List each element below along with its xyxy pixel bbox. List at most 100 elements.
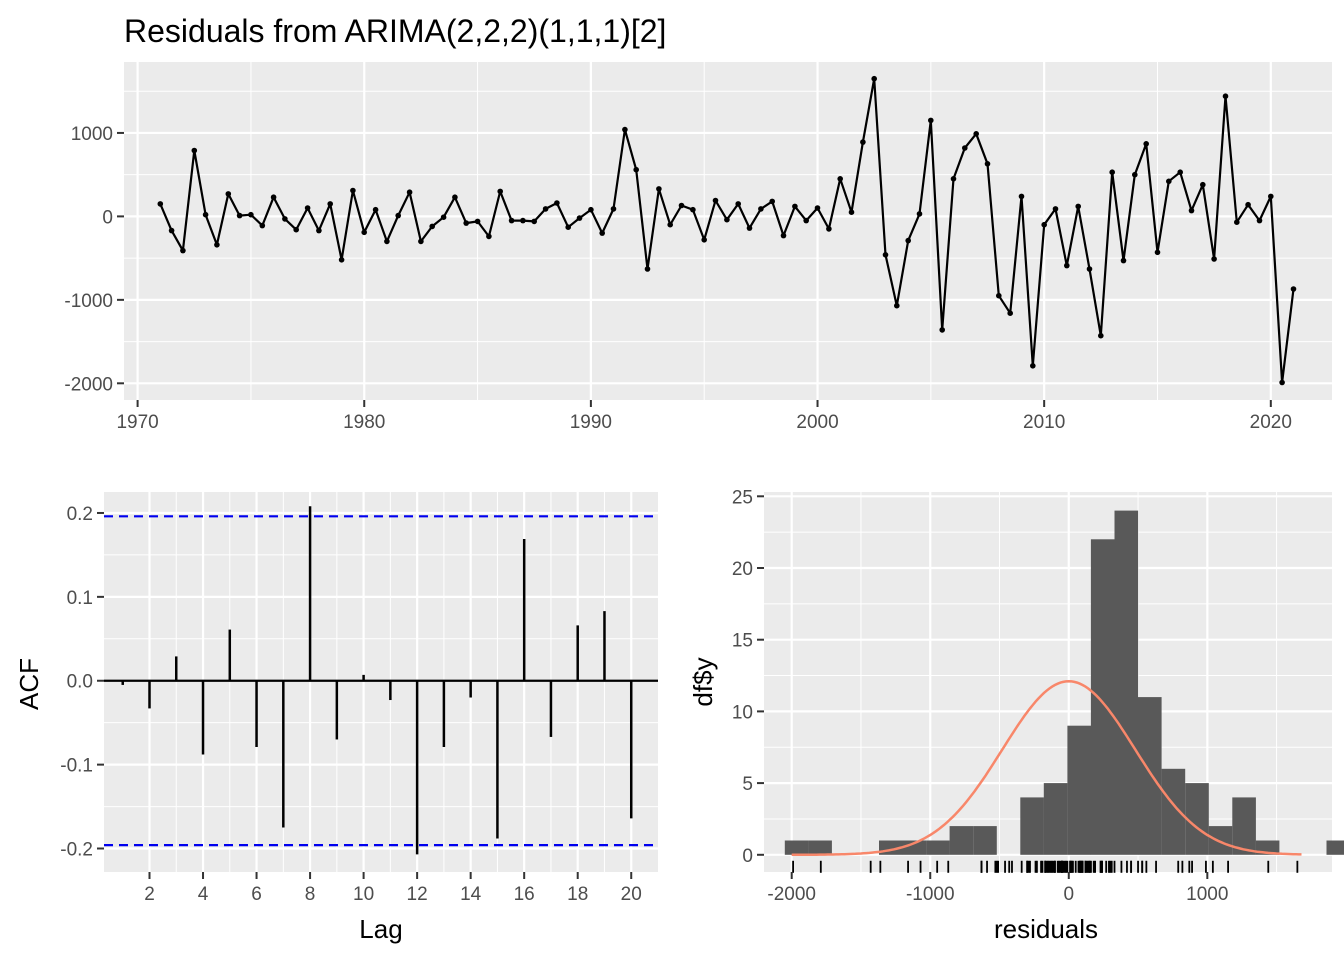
y-tick-label: -2000: [64, 374, 113, 395]
data-point: [792, 203, 798, 210]
data-point: [735, 201, 741, 207]
histogram-bar: [1067, 725, 1091, 855]
data-point: [860, 139, 866, 145]
data-point: [214, 242, 220, 248]
histogram-bars: [784, 510, 1344, 855]
residuals-histogram-panel: -2000 -1000 0 1000 0 5 10 15 20 25 residuals df$…: [688, 487, 1344, 944]
data-point: [950, 176, 957, 182]
acf-bars: [104, 506, 658, 855]
chart-title: Residuals from ARIMA(2,2,2)(1,1,1)[2]: [124, 13, 666, 49]
data-point: [1279, 379, 1285, 386]
data-point: [236, 212, 243, 219]
data-point: [520, 217, 526, 224]
histogram-bar: [1161, 768, 1186, 855]
data-point: [746, 225, 753, 231]
data-point: [724, 216, 730, 223]
y-axis-ticks: 0 5 10 15 20 25: [732, 487, 764, 867]
panel-background: [124, 62, 1332, 400]
acf-panel: 2 4 6 8 10 12 14 16 18 20 -0.2 -0.1 0.0 0.1 0.2 Lag A…: [14, 492, 658, 944]
data-point: [497, 188, 504, 195]
x-axis-title: Lag: [359, 914, 402, 944]
data-point: [803, 217, 809, 224]
data-point: [384, 238, 390, 245]
histogram-bar: [949, 826, 974, 855]
x-tick-label: -1000: [906, 884, 955, 905]
histogram-bar: [1043, 783, 1068, 855]
data-point: [293, 226, 300, 233]
data-point: [599, 230, 605, 236]
data-point: [554, 200, 560, 206]
x-tick-label: 0: [1063, 884, 1074, 905]
histogram-bar: [973, 826, 997, 855]
data-point: [576, 215, 583, 221]
data-point: [905, 237, 911, 244]
data-point: [372, 206, 379, 213]
data-point: [848, 209, 855, 215]
data-point: [769, 198, 775, 205]
x-tick-label: 18: [567, 884, 588, 905]
x-tick-label: 1990: [570, 412, 612, 433]
data-point: [486, 233, 492, 240]
data-point: [1154, 249, 1161, 256]
y-axis-ticks: -2000 -1000 0 1000: [64, 124, 124, 395]
data-point: [1030, 363, 1036, 369]
histogram-bar: [1208, 826, 1233, 855]
data-point: [180, 247, 186, 254]
y-tick-label: 20: [732, 559, 753, 580]
data-point: [1132, 171, 1138, 178]
data-point: [1120, 257, 1127, 264]
y-axis-ticks: -0.2 -0.1 0.0 0.1 0.2: [60, 504, 104, 861]
x-tick-label: 2020: [1250, 412, 1292, 433]
data-point: [418, 238, 424, 245]
data-point: [327, 201, 334, 207]
data-point: [1188, 207, 1195, 214]
data-point: [259, 222, 266, 229]
data-point: [338, 257, 345, 263]
histogram-bar: [808, 840, 832, 855]
data-point: [712, 197, 719, 204]
y-tick-label: -0.2: [60, 840, 93, 861]
data-point: [316, 227, 322, 234]
y-tick-label: 1000: [71, 124, 113, 145]
y-tick-label: 0: [102, 207, 113, 228]
data-point: [973, 131, 979, 137]
data-point: [304, 205, 311, 211]
histogram-bar: [1138, 697, 1162, 855]
data-point: [916, 211, 923, 217]
normal-density-curve: [791, 680, 1302, 857]
y-tick-label: -1000: [64, 291, 113, 312]
data-point: [939, 327, 945, 333]
data-point: [678, 202, 685, 209]
data-point: [565, 224, 571, 230]
data-point: [644, 266, 651, 272]
data-point: [837, 176, 843, 182]
series-points: [157, 75, 1297, 386]
data-point: [996, 292, 1002, 299]
data-point: [1098, 332, 1104, 339]
x-axis-ticks: -2000 -1000 0 1000: [767, 872, 1228, 905]
data-point: [633, 166, 639, 173]
histogram-bar: [1090, 539, 1115, 855]
x-tick-label: 8: [305, 884, 316, 905]
data-point: [1086, 266, 1093, 272]
data-point: [157, 201, 164, 207]
x-tick-label: 1970: [116, 412, 158, 433]
data-point: [894, 302, 900, 309]
y-tick-label: 5: [742, 774, 753, 795]
x-tick-label: 2010: [1023, 412, 1065, 433]
data-point: [1064, 262, 1070, 269]
y-tick-label: 10: [732, 702, 753, 723]
data-point: [429, 223, 436, 230]
data-point: [225, 191, 232, 197]
histogram-bar: [1326, 840, 1344, 855]
data-point: [1290, 286, 1297, 292]
histogram-bar: [1114, 510, 1139, 855]
histogram-bar: [1232, 797, 1256, 855]
data-point: [531, 218, 537, 225]
rug-marks: [792, 860, 1299, 873]
y-tick-label: 0.2: [67, 504, 93, 525]
data-point: [1177, 169, 1183, 175]
histogram-bar: [784, 840, 809, 855]
histogram-bar: [926, 840, 950, 855]
y-axis-title: ACF: [14, 658, 44, 710]
